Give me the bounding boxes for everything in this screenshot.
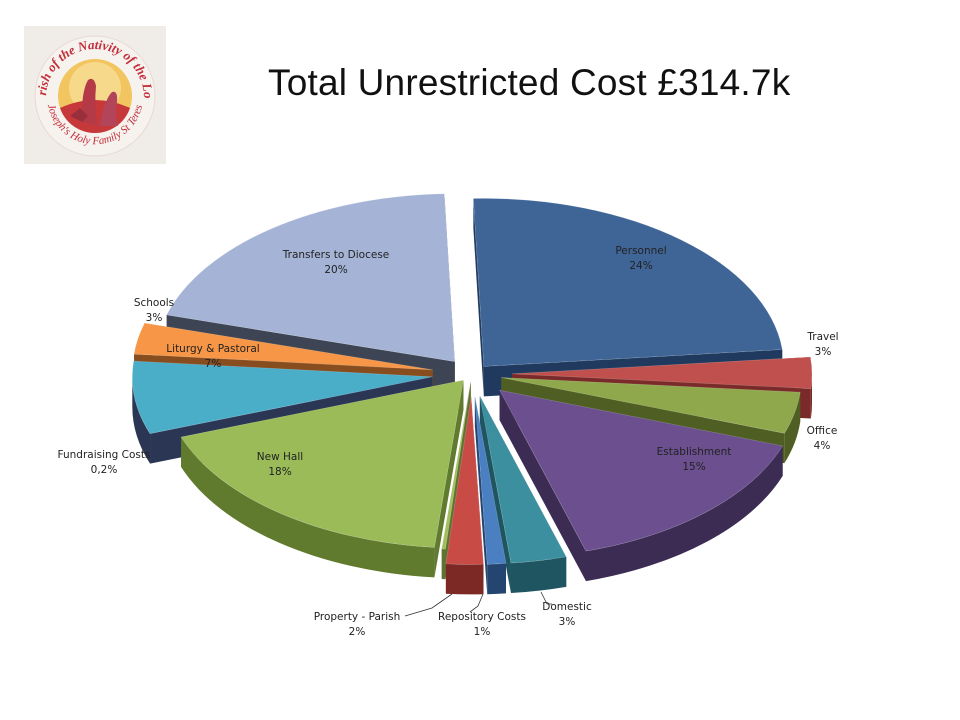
pie-slice-rim-property-parish <box>445 563 484 595</box>
slice-value-liturgy-pastoral: 7% <box>205 358 222 370</box>
slice-value-fundraising-costs: 0,2% <box>91 464 118 476</box>
leader-line-domestic <box>540 591 552 605</box>
slice-value-personnel: 24% <box>629 260 652 272</box>
pie-slice-wall-personnel <box>473 198 484 397</box>
slice-label-fundraising-costs: Fundraising Costs <box>58 449 151 461</box>
pie-slice-rim-new-hall <box>181 437 435 578</box>
pie-slice-rim-domestic <box>510 556 567 594</box>
pie-slice-rim-liturgy-pastoral <box>132 376 151 464</box>
pie-slice-wall-repository-costs <box>474 396 488 595</box>
pie-slice-wall-new-hall <box>434 380 464 578</box>
slice-value-establishment: 15% <box>682 461 705 473</box>
pie-labels: Personnel 24% Travel 3% Office 4% Establishmen… <box>58 245 839 638</box>
slice-label-repository-costs: Repository Costs <box>438 611 526 623</box>
slice-label-domestic: Domestic <box>542 601 592 613</box>
slice-value-schools: 3% <box>146 312 163 324</box>
pie-slice-repository-costs <box>474 396 507 565</box>
slice-value-travel: 3% <box>815 346 832 358</box>
pie-slice-rim-fundraising-costs <box>441 549 446 580</box>
slice-value-domestic: 3% <box>559 616 576 628</box>
pie-slice-personnel <box>473 198 783 367</box>
slice-label-liturgy-pastoral: Liturgy & Pastoral <box>166 343 259 355</box>
slice-value-new-hall: 18% <box>268 466 291 478</box>
parish-logo: Parish of the Nativity of the Lord St Jo… <box>20 14 166 164</box>
slice-label-transfers-to-diocese: Transfers to Diocese <box>282 249 390 261</box>
pie-slice-transfers-to-diocese <box>166 193 456 362</box>
pie-slice-schools <box>133 322 433 371</box>
pie-slice-rim-travel <box>810 373 812 419</box>
slice-label-property-parish: Property - Parish <box>314 611 401 623</box>
slice-label-personnel: Personnel <box>615 245 666 257</box>
parish-logo-emblem: Parish of the Nativity of the Lord St Jo… <box>20 14 156 157</box>
pie-slice-liturgy-pastoral <box>132 360 433 435</box>
pie-slice-establishment <box>499 389 784 552</box>
pie-slice-rim-repository-costs <box>487 563 507 595</box>
pie-slice-office <box>501 377 801 434</box>
slice-value-repository-costs: 1% <box>474 626 491 638</box>
pie-slice-new-hall <box>180 379 464 548</box>
slice-value-transfers-to-diocese: 20% <box>324 264 347 276</box>
slice-label-establishment: Establishment <box>657 446 732 458</box>
slice-value-property-parish: 2% <box>349 626 366 638</box>
pie-slice-wall-domestic <box>479 395 511 594</box>
slice-value-office: 4% <box>814 440 831 452</box>
leader-line-repository-costs <box>469 593 484 613</box>
pie-slice-wall-fundraising-costs <box>441 381 471 580</box>
pie-slice-wall-establishment <box>499 390 586 582</box>
pie-slice-fundraising-costs <box>441 381 472 550</box>
slice-label-office: Office <box>807 425 838 437</box>
pie-slice-domestic <box>479 395 567 564</box>
pie-slice-travel <box>511 356 813 389</box>
slice-label-travel: Travel <box>806 331 838 343</box>
chart-title: Total Unrestricted Cost £314.7k <box>268 62 791 103</box>
slice-label-new-hall: New Hall <box>257 451 303 463</box>
leader-line-property-parish <box>404 593 453 617</box>
pie-slice-property-parish <box>445 396 484 565</box>
pie-slice-rim-establishment <box>585 445 783 582</box>
slice-label-schools: Schools <box>134 297 174 309</box>
pie-slice-rim-office <box>784 392 801 464</box>
pie-slice-tops <box>132 193 813 565</box>
